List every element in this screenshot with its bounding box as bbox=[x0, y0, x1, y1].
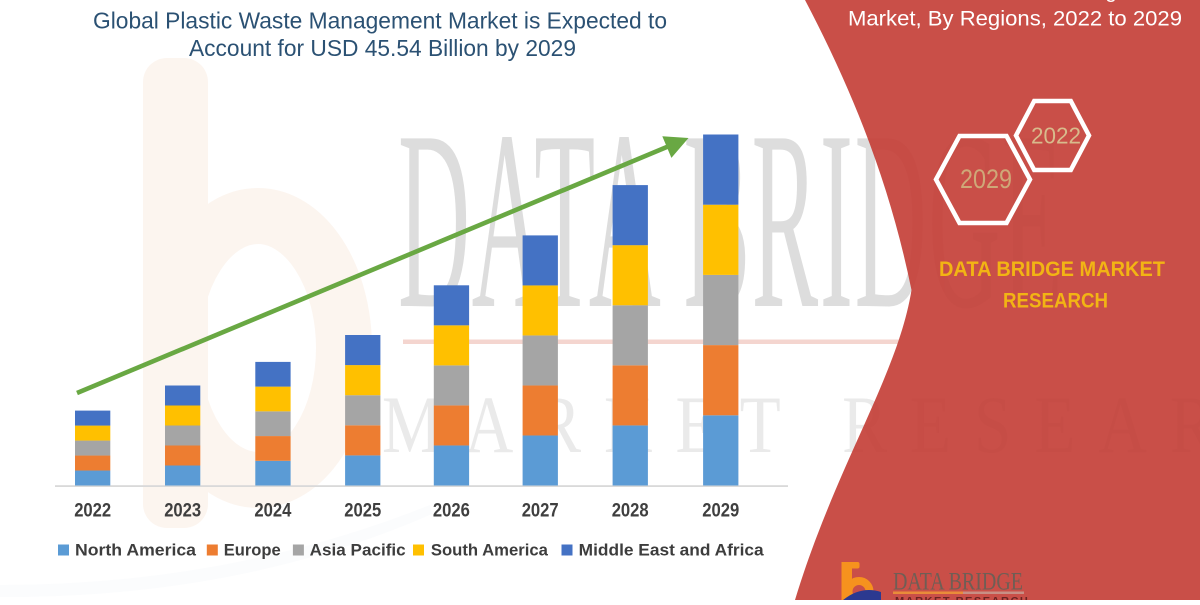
svg-text:MARKET RESEARCH: MARKET RESEARCH bbox=[895, 596, 1029, 601]
svg-text:2029: 2029 bbox=[960, 164, 1012, 194]
svg-text:Account for USD 45.54 Billion: Account for USD 45.54 Billion by 2029 bbox=[189, 35, 576, 61]
svg-text:Middle East and Africa: Middle East and Africa bbox=[579, 541, 765, 560]
svg-text:Global Plastic Waste Managemen: Global Plastic Waste Management Market i… bbox=[93, 8, 667, 34]
svg-text:2025: 2025 bbox=[344, 501, 381, 522]
svg-text:South America: South America bbox=[431, 541, 549, 560]
svg-text:DATA BRIDGE: DATA BRIDGE bbox=[893, 569, 1023, 596]
svg-text:DATA BRIDGE MARKET: DATA BRIDGE MARKET bbox=[939, 258, 1165, 281]
svg-text:Market, By Regions, 2022 to 20: Market, By Regions, 2022 to 2029 bbox=[848, 7, 1182, 31]
svg-text:2027: 2027 bbox=[522, 501, 559, 522]
svg-text:Global Plastic Waste Managemen: Global Plastic Waste Management bbox=[855, 0, 1175, 3]
svg-text:2022: 2022 bbox=[74, 501, 111, 522]
svg-text:Europe: Europe bbox=[224, 541, 281, 560]
svg-text:2022: 2022 bbox=[1031, 123, 1081, 149]
svg-text:2023: 2023 bbox=[164, 501, 201, 522]
svg-text:North America: North America bbox=[75, 541, 197, 560]
svg-text:Asia Pacific: Asia Pacific bbox=[310, 541, 406, 560]
svg-text:2026: 2026 bbox=[433, 501, 470, 522]
svg-text:RESEARCH: RESEARCH bbox=[1003, 290, 1108, 313]
svg-text:2028: 2028 bbox=[612, 501, 649, 522]
svg-text:2024: 2024 bbox=[254, 501, 291, 522]
svg-text:2029: 2029 bbox=[702, 501, 739, 522]
